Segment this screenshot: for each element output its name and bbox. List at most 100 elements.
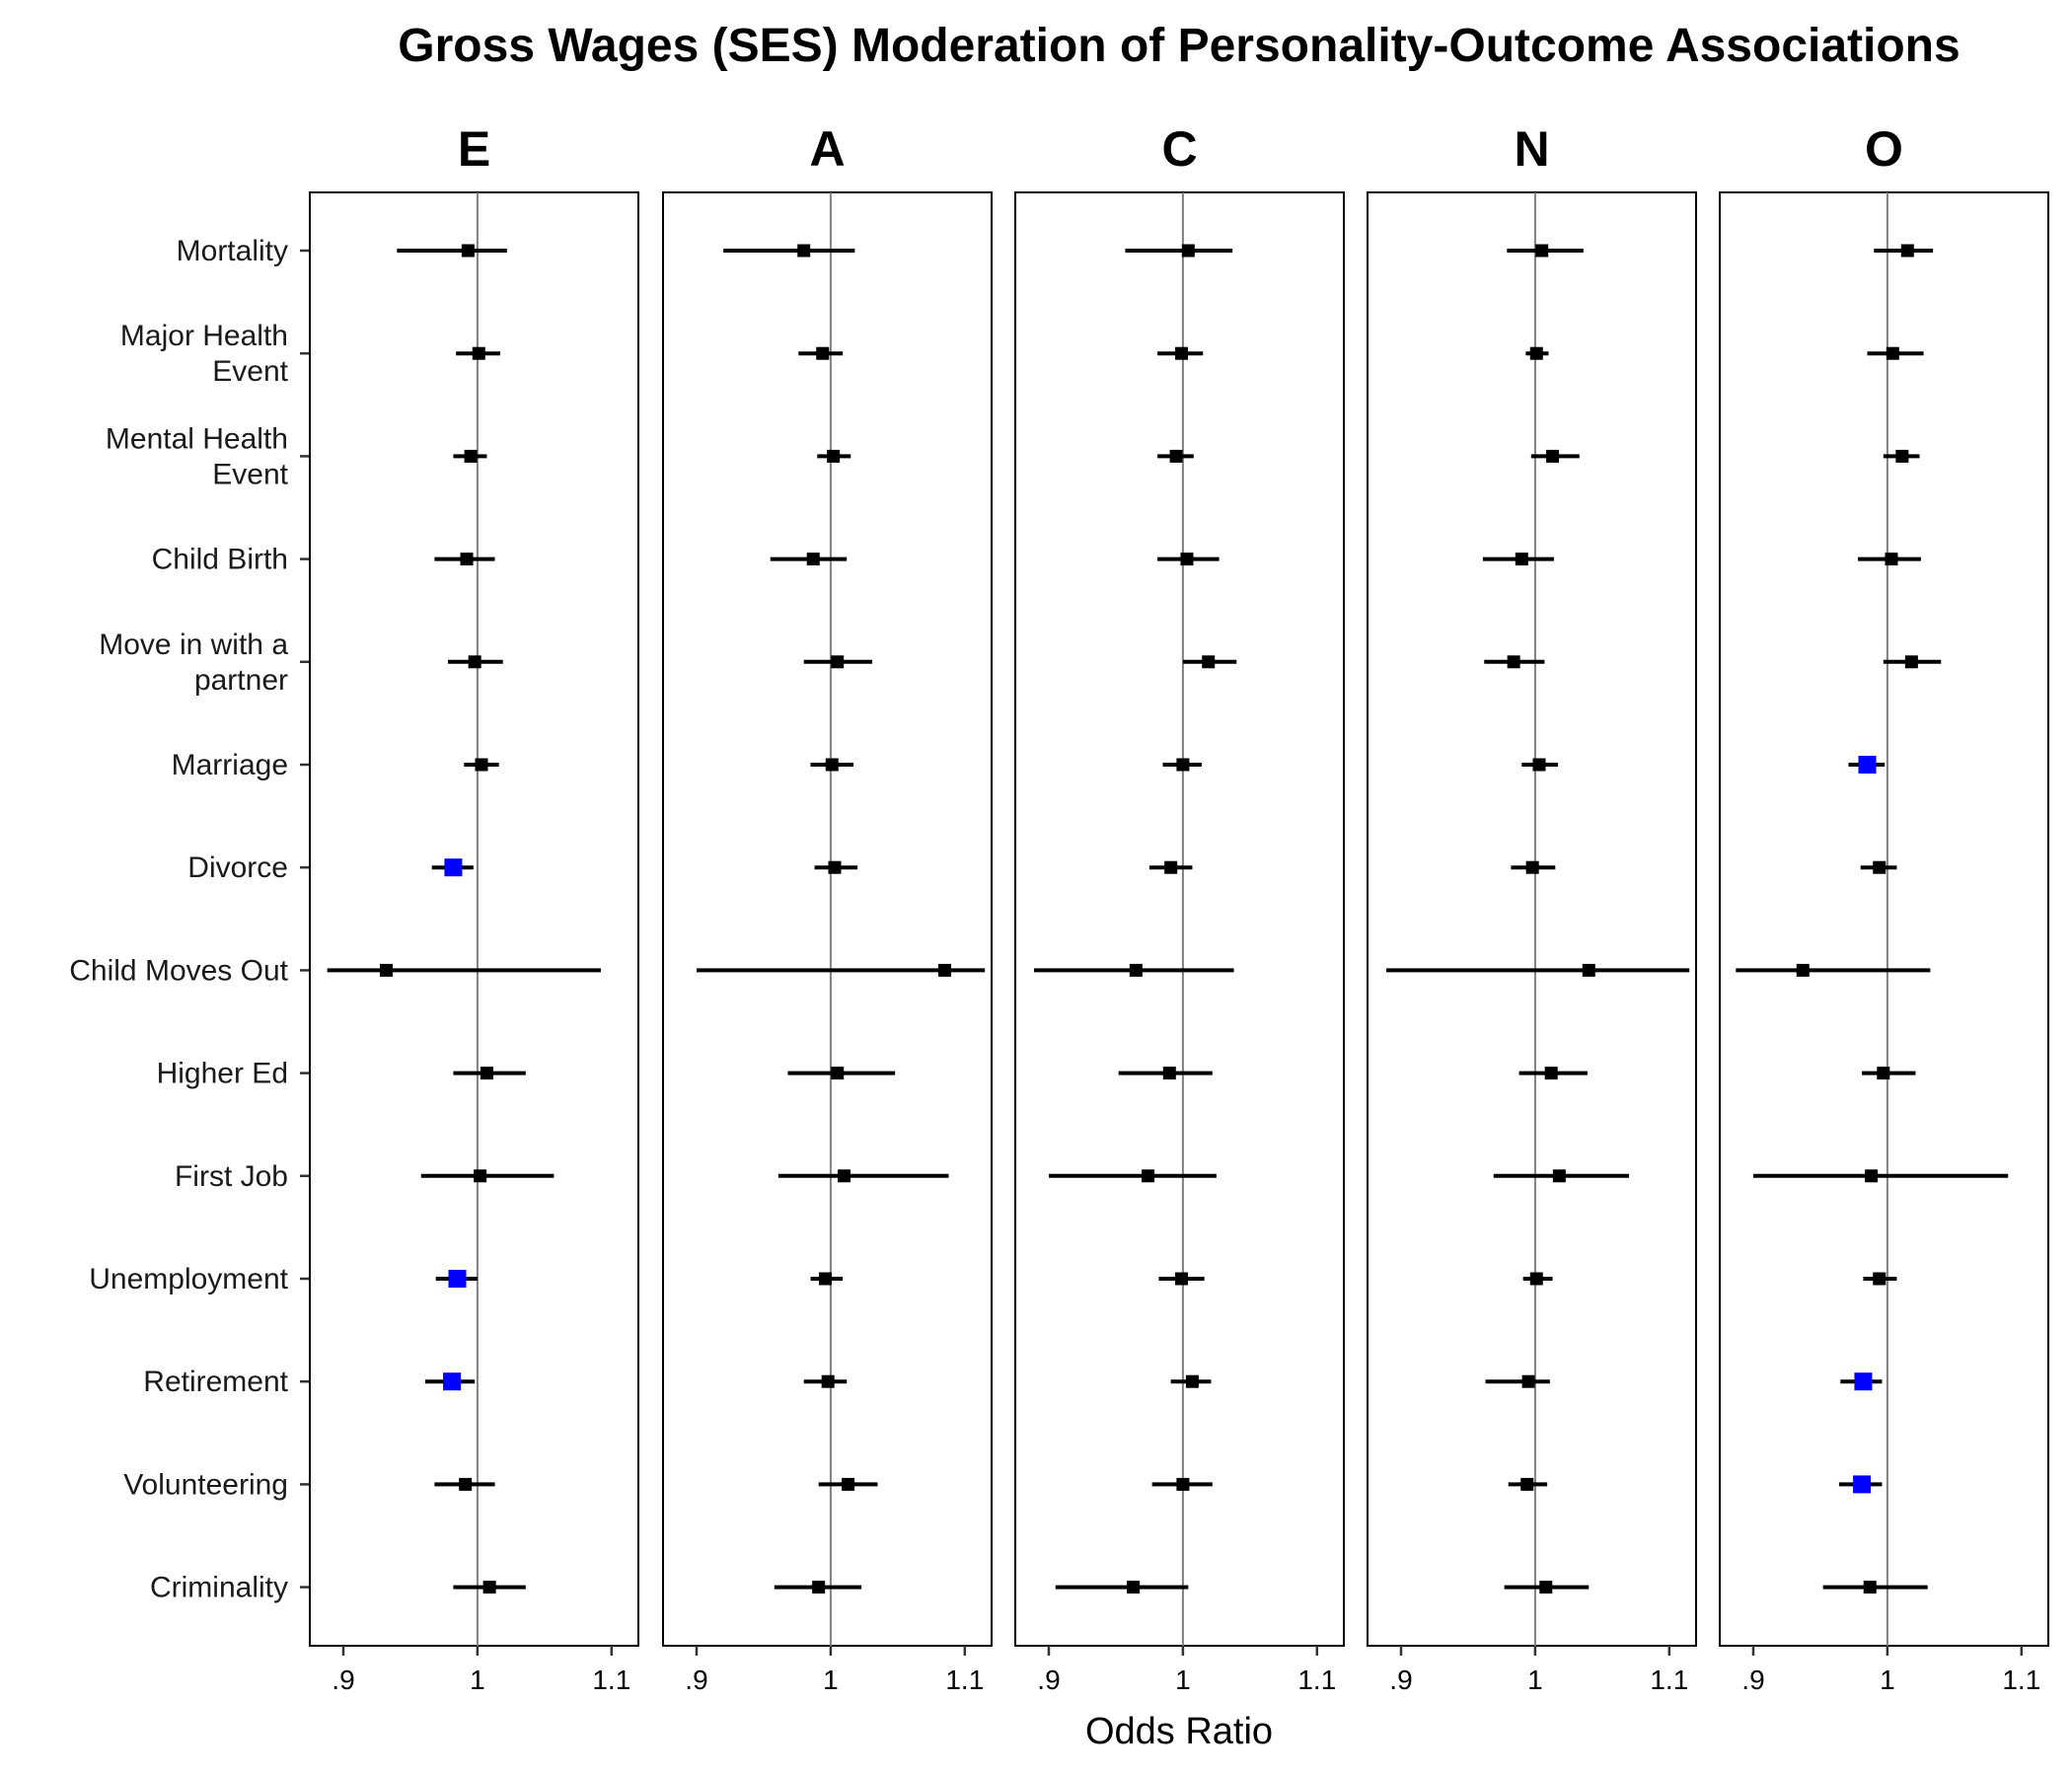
estimate-point	[821, 1374, 835, 1388]
estimate-point	[480, 1067, 493, 1080]
estimate-point	[825, 758, 839, 772]
estimate-point	[1176, 1477, 1190, 1491]
y-tick-label: Child Birth	[152, 544, 288, 576]
estimate-point	[831, 655, 845, 669]
facet-label-C: C	[1161, 121, 1197, 177]
estimate-point	[1180, 553, 1194, 566]
y-tick-label-line: Mortality	[177, 235, 288, 267]
x-tick-label: 1.1	[1650, 1665, 1688, 1695]
x-tick-label: 1.1	[2002, 1665, 2040, 1695]
facet-label-A: A	[809, 121, 845, 177]
estimate-point	[1175, 1272, 1189, 1286]
y-tick-label: Mortality	[177, 235, 288, 267]
estimate-point	[937, 963, 951, 977]
estimate-point	[1127, 1581, 1141, 1594]
y-tick-label: Move in with a partner	[99, 629, 288, 697]
estimate-point	[1525, 860, 1539, 874]
estimate-point	[1895, 449, 1909, 463]
estimate-point	[472, 346, 485, 360]
y-tick-label-line: Event	[212, 458, 288, 490]
y-tick-label-line: Marriage	[172, 749, 288, 781]
y-tick-label-line: First Job	[175, 1160, 288, 1193]
estimate-point	[1904, 655, 1918, 669]
y-tick-label-line: Major Health	[120, 320, 288, 352]
y-tick-label: Divorce	[187, 851, 288, 884]
estimate-point	[1552, 1169, 1566, 1183]
y-tick-label-line: Higher Ed	[157, 1058, 288, 1090]
estimate-point	[482, 1581, 496, 1594]
estimate-point	[1539, 1581, 1553, 1594]
estimate-point	[1582, 963, 1595, 977]
estimate-point	[1532, 758, 1546, 772]
facet-label-N: N	[1514, 121, 1549, 177]
y-tick-label-line: Volunteering	[123, 1468, 288, 1501]
x-tick-label: .9	[1389, 1665, 1412, 1695]
estimate-point	[1521, 1374, 1535, 1388]
panel-border	[662, 191, 993, 1647]
estimate-point	[1865, 1169, 1879, 1183]
x-tick-label: .9	[685, 1665, 707, 1695]
estimate-point	[1854, 1372, 1873, 1391]
y-tick-label: Mental Health Event	[106, 422, 289, 490]
estimate-point	[461, 244, 475, 258]
x-tick-label: .9	[332, 1665, 354, 1695]
y-tick-label: Criminality	[150, 1572, 288, 1604]
estimate-point	[1529, 346, 1543, 360]
estimate-point	[1515, 553, 1528, 566]
estimate-point	[459, 1477, 473, 1491]
x-tick-label: 1	[1527, 1665, 1543, 1695]
estimate-point	[1176, 758, 1190, 772]
x-tick-label: 1	[823, 1665, 839, 1695]
estimate-point	[1169, 449, 1183, 463]
panel-border	[1367, 191, 1697, 1647]
estimate-point	[1853, 1475, 1872, 1494]
estimate-point	[812, 1581, 826, 1594]
estimate-point	[1162, 1067, 1176, 1080]
estimate-point	[1886, 346, 1899, 360]
y-tick-label: Higher Ed	[157, 1058, 288, 1090]
estimate-point	[1181, 244, 1195, 258]
estimate-point	[837, 1169, 851, 1183]
estimate-point	[1877, 1067, 1890, 1080]
estimate-point	[379, 963, 393, 977]
panel-border	[1719, 191, 2049, 1647]
facet-label-E: E	[458, 121, 490, 177]
estimate-point	[816, 346, 830, 360]
estimate-point	[474, 1169, 487, 1183]
y-tick-label: Volunteering	[123, 1468, 288, 1501]
y-tick-label-line: Move in with a	[99, 629, 288, 661]
x-axis-title: Odds Ratio	[1085, 1711, 1273, 1752]
estimate-point	[1873, 1272, 1887, 1286]
y-tick-label-line: Child Moves Out	[69, 954, 288, 987]
y-tick-label-line: Unemployment	[89, 1263, 288, 1295]
estimate-point	[1164, 860, 1178, 874]
y-tick-label-line: Child Birth	[152, 544, 288, 576]
y-tick-label: Unemployment	[89, 1263, 288, 1295]
estimate-point	[1202, 655, 1216, 669]
estimate-point	[1858, 756, 1877, 774]
x-tick-label: 1	[470, 1665, 485, 1695]
estimate-point	[460, 553, 474, 566]
estimate-point	[831, 1067, 845, 1080]
y-tick-label: Marriage	[172, 749, 288, 781]
estimate-point	[443, 1372, 462, 1391]
estimate-point	[475, 758, 488, 772]
y-tick-label: Retirement	[143, 1366, 288, 1398]
estimate-point	[827, 449, 841, 463]
estimate-point	[1546, 449, 1560, 463]
estimate-point	[1529, 1272, 1543, 1286]
y-tick-label: First Job	[175, 1160, 288, 1193]
chart-title: Gross Wages (SES) Moderation of Personal…	[398, 20, 1960, 72]
y-tick-label-line: Retirement	[143, 1366, 288, 1398]
estimate-point	[1535, 244, 1549, 258]
y-tick-label-line: Mental Health	[106, 422, 288, 455]
estimate-point	[468, 655, 481, 669]
x-tick-label: .9	[1037, 1665, 1060, 1695]
estimate-point	[1900, 244, 1914, 258]
panel-border	[309, 191, 639, 1647]
estimate-point	[1863, 1581, 1877, 1594]
estimate-point	[1507, 655, 1520, 669]
y-tick-label: Major Health Event	[120, 320, 289, 388]
